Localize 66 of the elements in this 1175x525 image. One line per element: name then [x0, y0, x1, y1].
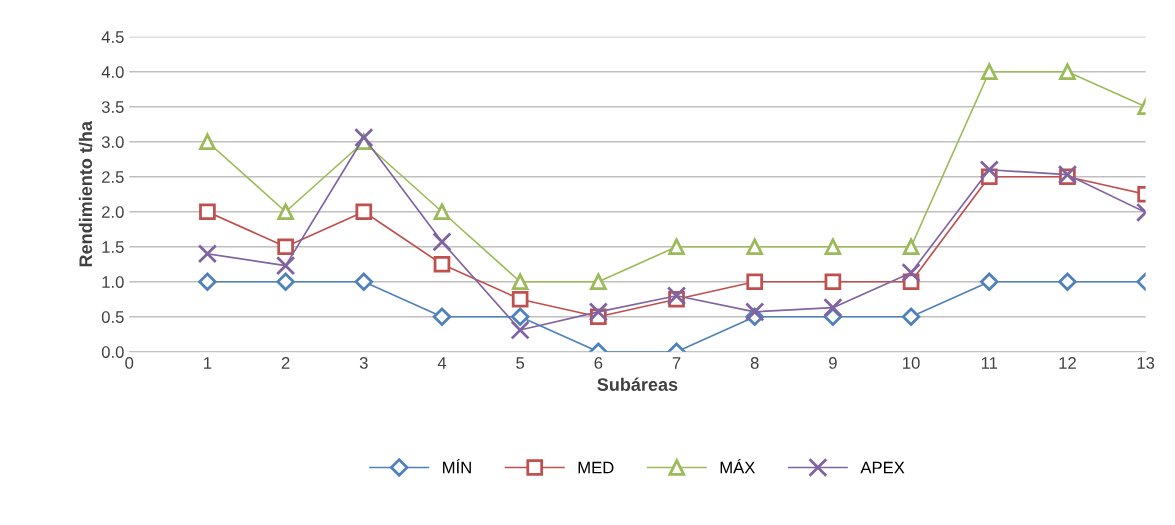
text: 2.0 [102, 206, 124, 218]
point [980, 63, 998, 81]
y-tick-label: 2.5 [102, 171, 124, 183]
x-tick-label: 0 [125, 357, 134, 369]
point [980, 272, 999, 291]
text: 4.0 [101, 66, 124, 78]
text: 3.0 [101, 136, 124, 148]
point [198, 272, 217, 291]
point [199, 203, 216, 221]
point [199, 133, 216, 151]
point [432, 307, 452, 326]
y-axis-title: Rendimiento t/ha [78, 120, 93, 267]
point [432, 232, 452, 252]
point [1059, 63, 1076, 81]
point [197, 244, 218, 264]
point [668, 238, 685, 256]
point [1058, 272, 1077, 291]
point [276, 272, 295, 291]
x-tick-label: 12 [1059, 357, 1076, 369]
point [744, 302, 765, 322]
x-tick-label: 5 [516, 357, 525, 369]
x-tick-label: 2 [281, 357, 290, 369]
x-tick-label: 9 [829, 357, 837, 369]
point [277, 203, 294, 221]
x-tick-label: 3 [359, 357, 368, 369]
point [823, 297, 843, 318]
point [901, 262, 921, 283]
y-tick-label: 0.5 [101, 311, 124, 323]
point [510, 320, 530, 340]
x-tick-label: 13 [1137, 357, 1155, 369]
point [824, 238, 842, 256]
x-tick-label: 10 [903, 357, 920, 369]
point [746, 273, 764, 291]
y-tick-label: 4.5 [101, 31, 124, 43]
legend-label: MÁX [720, 458, 756, 474]
point [979, 160, 999, 180]
point [277, 238, 294, 256]
point [590, 273, 607, 291]
legend-label: MED [578, 461, 614, 474]
point [355, 203, 373, 221]
x-axis-title: Subáreas [597, 377, 678, 391]
x-tick-label: 4 [437, 357, 447, 369]
point [433, 255, 451, 273]
y-tick-label: 1.5 [102, 241, 124, 253]
point [275, 255, 296, 276]
point [746, 238, 764, 256]
x-tick-label: 11 [981, 357, 998, 369]
point [901, 307, 921, 326]
legend-label: APEX [860, 461, 905, 474]
point [433, 203, 451, 221]
point [511, 273, 529, 291]
x-tick-label: 6 [594, 357, 603, 369]
y-tick-label: 3.5 [101, 101, 124, 113]
point [511, 290, 529, 308]
point [902, 238, 920, 256]
legend-label: MÍN [443, 458, 471, 474]
point [354, 272, 374, 291]
point [510, 307, 530, 326]
x-tick-label: 8 [750, 357, 759, 369]
point [824, 273, 842, 291]
text: 0.0 [101, 346, 124, 358]
x-tick-label: 7 [672, 357, 681, 369]
point [354, 127, 374, 148]
x-tick-label: 1 [204, 357, 212, 369]
point [588, 302, 609, 322]
text: 1.0 [102, 276, 124, 288]
